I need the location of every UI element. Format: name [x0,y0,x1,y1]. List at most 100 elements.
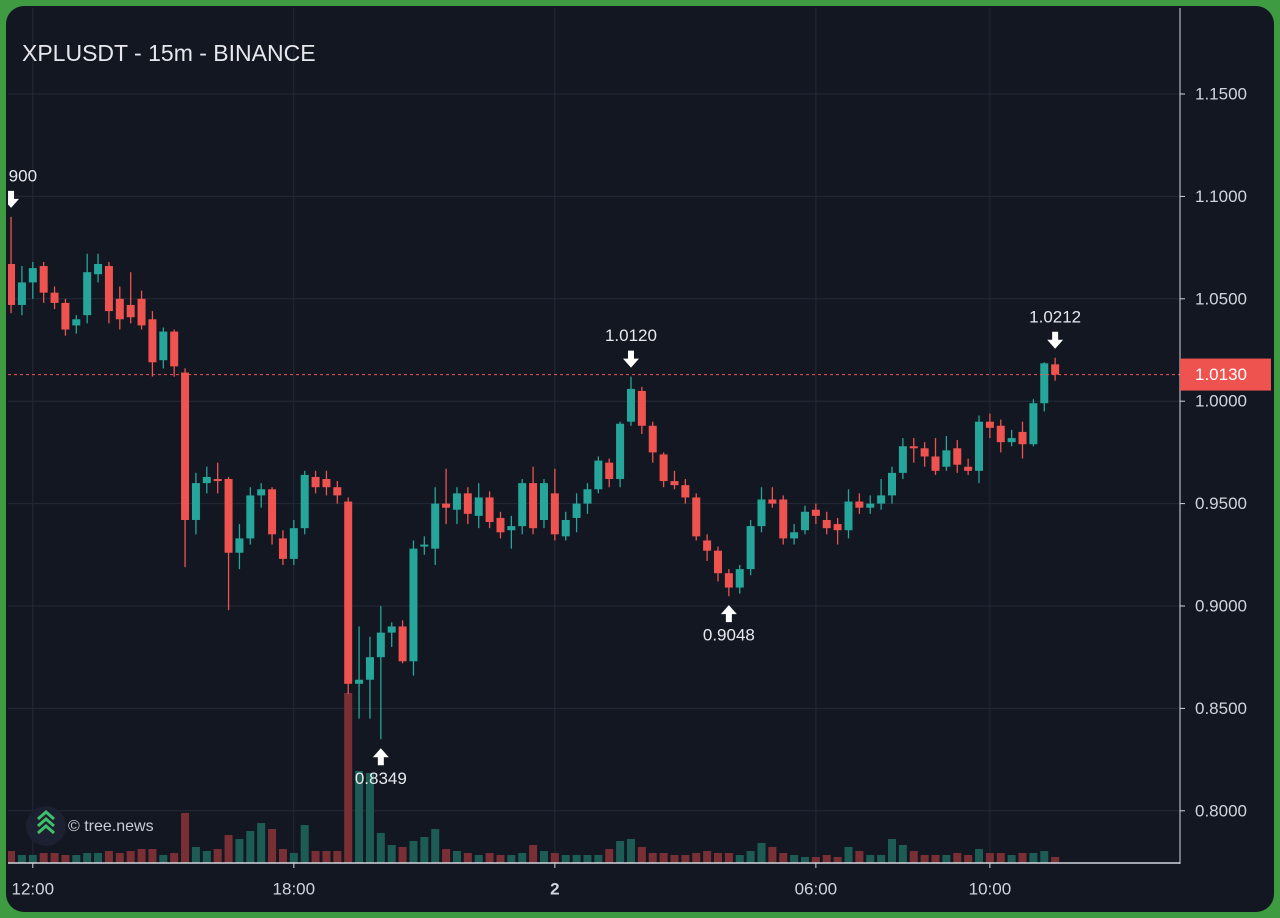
candle-body [159,331,168,361]
candle-body [322,479,331,488]
candle-body [126,304,135,318]
volume-bar [61,855,70,863]
volume-bar [822,855,831,863]
volume-bar [909,851,918,863]
volume-bar [605,849,614,863]
candle-body [1007,438,1016,443]
candle-body [300,474,309,529]
candle-body [888,472,897,496]
annotation-arrow [1047,331,1064,349]
volume-bar [344,693,353,863]
candle-body [474,497,483,516]
candle-body [898,446,907,473]
candle-body [877,495,886,504]
candle-body [735,569,744,588]
candle-body [39,266,48,293]
volume-bar [572,855,581,863]
candle-body [550,493,559,535]
volume-bar [877,855,886,863]
annotation-label: 1.0900 [0,166,37,185]
volume-bar [115,853,124,863]
annotation-arrow [8,190,20,208]
volume-bar [931,855,940,863]
candle-body [365,657,374,680]
volume-bar [692,853,701,863]
candle-body [115,298,124,320]
volume-bar [811,857,820,863]
candle-body [529,483,538,529]
candle-body [1040,363,1049,404]
volume-bar [148,849,157,863]
candle-body [355,679,364,684]
y-tick-label: 1.1000 [1195,187,1247,206]
volume-bar [496,855,505,863]
candle-body [833,524,842,531]
volume-bar [474,855,483,863]
volume-bar [365,773,374,863]
volume-bar [768,847,777,863]
candle-body [202,476,211,484]
candle-body [1029,403,1038,445]
candle-body [257,489,266,496]
volume-bar [485,853,494,863]
last-price-label: 1.0130 [1195,365,1247,384]
volume-bar [376,833,385,863]
annotation-label: 0.9048 [703,626,755,645]
candle-body [975,421,984,471]
candle-body [463,493,472,514]
candle-body [104,266,113,312]
volume-bar [920,855,929,863]
volume-bar [833,857,842,863]
volume-bar [507,855,516,863]
volume-bar [779,853,788,863]
volume-bar [855,851,864,863]
annotation-label: 1.0120 [605,326,657,345]
volume-bar [898,845,907,863]
volume-bar [746,851,755,863]
y-tick-label: 0.9000 [1195,596,1247,615]
candle-body [583,489,592,504]
candle-body [224,479,233,553]
candle-body [790,532,799,539]
volume-bar [39,853,48,863]
candle-body [376,632,385,658]
volume-bar [83,853,92,863]
volume-bar [300,825,309,863]
volume-bar [985,853,994,863]
candle-body [811,509,820,516]
volume-bar [278,849,287,863]
volume-bar [126,851,135,863]
candle-body [920,448,929,457]
volume-bar [289,853,298,863]
volume-bar [561,855,570,863]
candle-body [496,517,505,533]
candle-body [409,548,418,662]
candle-body [507,526,516,531]
volume-bar [246,831,255,863]
volume-bar [28,855,37,863]
candle-body [181,372,190,520]
candle-body [670,481,679,486]
x-tick-label: 06:00 [795,879,838,898]
watermark-logo [26,806,66,846]
candle-body [779,499,788,539]
volume-bar [224,835,233,863]
candle-body [539,483,548,520]
volume-bar [202,851,211,863]
volume-bar [409,841,418,863]
candle-body [561,519,570,537]
volume-bar [333,851,342,863]
annotation-label: 1.0212 [1029,307,1081,326]
volume-bar [50,853,59,863]
candle-body [1018,431,1027,445]
x-tick-label: 18:00 [273,879,316,898]
volume-bar [463,853,472,863]
candle-body [268,489,277,535]
candle-body [746,526,755,570]
volume-bar [583,855,592,863]
candle-body [681,485,690,498]
candle-body [61,302,70,330]
y-tick-label: 1.0000 [1195,392,1247,411]
volume-bar [539,851,548,863]
